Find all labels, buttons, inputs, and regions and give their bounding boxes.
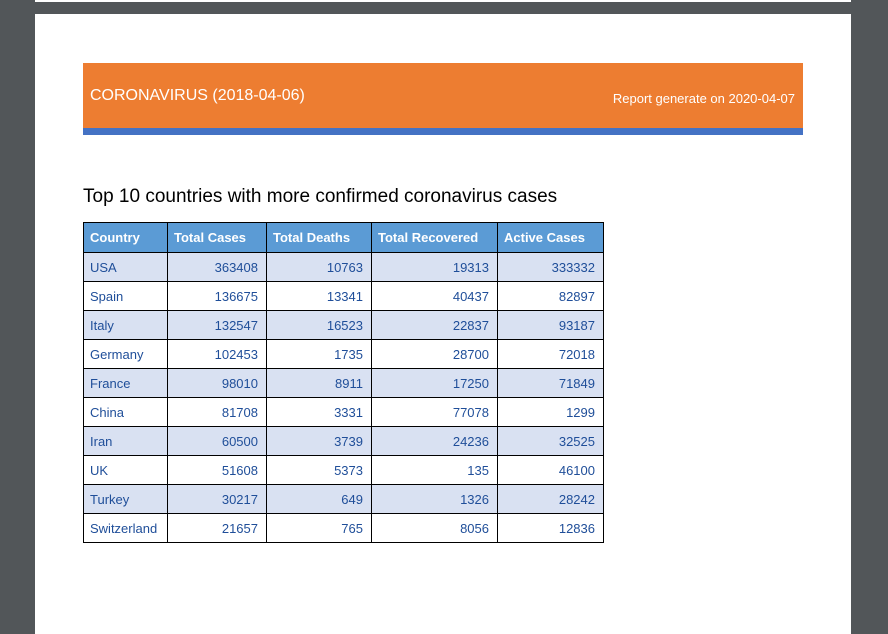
cell-active-cases: 32525 [497, 426, 604, 456]
cell-total-recovered: 40437 [371, 281, 498, 311]
cell-active-cases: 72018 [497, 339, 604, 369]
cell-active-cases: 93187 [497, 310, 604, 340]
table-row: UK 51608 5373 135 46100 [83, 455, 604, 485]
countries-table: Country Total Cases Total Deaths Total R… [83, 222, 604, 543]
cell-country: UK [83, 455, 168, 485]
cell-country: Germany [83, 339, 168, 369]
table-header-row: Country Total Cases Total Deaths Total R… [83, 222, 604, 253]
table-header: Country Total Cases Total Deaths Total R… [83, 222, 604, 253]
cell-total-deaths: 13341 [266, 281, 372, 311]
cell-total-cases: 98010 [167, 368, 267, 398]
column-header-total-deaths: Total Deaths [266, 222, 372, 253]
cell-total-recovered: 77078 [371, 397, 498, 427]
table-row: Turkey 30217 649 1326 28242 [83, 484, 604, 514]
cell-active-cases: 71849 [497, 368, 604, 398]
cell-total-deaths: 3739 [266, 426, 372, 456]
cell-total-deaths: 5373 [266, 455, 372, 485]
cell-total-deaths: 1735 [266, 339, 372, 369]
cell-total-deaths: 765 [266, 513, 372, 543]
table-row: China 81708 3331 77078 1299 [83, 397, 604, 427]
cell-total-cases: 132547 [167, 310, 267, 340]
cell-country: Switzerland [83, 513, 168, 543]
cell-active-cases: 46100 [497, 455, 604, 485]
table-row: Italy 132547 16523 22837 93187 [83, 310, 604, 340]
cell-total-cases: 363408 [167, 252, 267, 282]
cell-total-recovered: 135 [371, 455, 498, 485]
cell-total-deaths: 649 [266, 484, 372, 514]
cell-total-recovered: 1326 [371, 484, 498, 514]
cell-country: Iran [83, 426, 168, 456]
cell-total-cases: 30217 [167, 484, 267, 514]
cell-country: Italy [83, 310, 168, 340]
cell-country: France [83, 368, 168, 398]
cell-total-cases: 136675 [167, 281, 267, 311]
cell-total-cases: 60500 [167, 426, 267, 456]
previous-page-edge [35, 0, 851, 2]
cell-active-cases: 82897 [497, 281, 604, 311]
cell-total-recovered: 17250 [371, 368, 498, 398]
cell-total-cases: 81708 [167, 397, 267, 427]
cell-total-recovered: 28700 [371, 339, 498, 369]
cell-total-deaths: 8911 [266, 368, 372, 398]
cell-total-deaths: 3331 [266, 397, 372, 427]
table-row: Iran 60500 3739 24236 32525 [83, 426, 604, 456]
table-row: Germany 102453 1735 28700 72018 [83, 339, 604, 369]
column-header-total-cases: Total Cases [167, 222, 267, 253]
cell-active-cases: 12836 [497, 513, 604, 543]
cell-active-cases: 1299 [497, 397, 604, 427]
cell-total-deaths: 16523 [266, 310, 372, 340]
cell-active-cases: 333332 [497, 252, 604, 282]
column-header-total-recovered: Total Recovered [371, 222, 498, 253]
cell-total-cases: 51608 [167, 455, 267, 485]
cell-country: Spain [83, 281, 168, 311]
table-row: France 98010 8911 17250 71849 [83, 368, 604, 398]
cell-total-deaths: 10763 [266, 252, 372, 282]
report-header-band: CORONAVIRUS (2018-04-06) Report generate… [83, 63, 803, 135]
cell-total-recovered: 8056 [371, 513, 498, 543]
cell-total-recovered: 19313 [371, 252, 498, 282]
document-page: CORONAVIRUS (2018-04-06) Report generate… [35, 14, 851, 634]
cell-total-recovered: 24236 [371, 426, 498, 456]
table-caption: Top 10 countries with more confirmed cor… [83, 186, 558, 207]
cell-total-cases: 21657 [167, 513, 267, 543]
column-header-country: Country [83, 222, 168, 253]
cell-country: USA [83, 252, 168, 282]
cell-country: China [83, 397, 168, 427]
table-row: Spain 136675 13341 40437 82897 [83, 281, 604, 311]
table-row: Switzerland 21657 765 8056 12836 [83, 513, 604, 543]
report-generated-date: Report generate on 2020-04-07 [612, 91, 795, 106]
report-title: CORONAVIRUS (2018-04-06) [90, 87, 305, 104]
cell-active-cases: 28242 [497, 484, 604, 514]
column-header-active-cases: Active Cases [497, 222, 604, 253]
cell-total-cases: 102453 [167, 339, 267, 369]
table-body: USA 363408 10763 19313 333332 Spain 1366… [83, 252, 604, 543]
cell-country: Turkey [83, 484, 168, 514]
table-row: USA 363408 10763 19313 333332 [83, 252, 604, 282]
cell-total-recovered: 22837 [371, 310, 498, 340]
